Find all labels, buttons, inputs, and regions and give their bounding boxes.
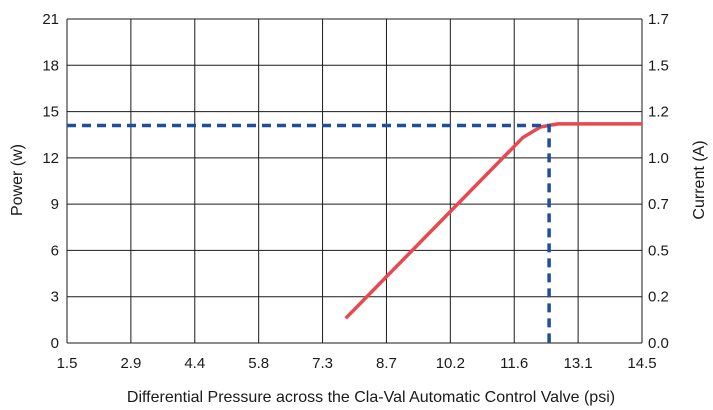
y-tick-label: 0: [51, 335, 59, 352]
grid: [66, 18, 643, 344]
power-curve-line: [344, 122, 642, 320]
y-tick-label: 15: [42, 104, 59, 121]
y2-tick-label: 1.2: [648, 104, 669, 121]
y2-tick-label: 1.7: [648, 11, 669, 28]
y-tick-label: 3: [51, 289, 59, 306]
series-group: [67, 122, 642, 343]
x-tick-label: 14.5: [627, 355, 656, 372]
x-tick-label: 11.6: [500, 355, 528, 372]
y-tick-label: 12: [42, 150, 59, 167]
x-tick-label: 8.7: [376, 355, 397, 372]
y2-axis-label: Current (A): [691, 140, 708, 219]
y2-tick-label: 0.0: [648, 335, 669, 352]
x-tick-label: 13.1: [564, 355, 593, 372]
x-tick-label: 10.2: [436, 355, 465, 372]
y2-tick-label: 0.5: [648, 242, 669, 259]
y-tick-label: 9: [51, 196, 59, 213]
x-tick-labels: 1.5 2.9 4.4 5.8 7.3 8.7 10.2 11.6 13.1 14.5: [57, 355, 657, 372]
y2-tick-labels: 0.0 0.2 0.5 0.7 1.0 1.2 1.5 1.7: [648, 11, 669, 352]
x-tick-label: 1.5: [57, 355, 78, 372]
y-tick-label: 6: [51, 242, 59, 259]
x-tick-label: 7.3: [312, 355, 333, 372]
y-tick-label: 21: [42, 11, 59, 28]
y-tick-label: 18: [42, 57, 59, 74]
y2-tick-label: 0.2: [648, 289, 669, 306]
x-axis-label: Differential Pressure across the Cla-Val…: [127, 389, 615, 406]
x-tick-label: 5.8: [248, 355, 269, 372]
x-tick-label: 2.9: [120, 355, 141, 372]
x-tick-label: 4.4: [184, 355, 205, 372]
y-tick-labels: 0 3 6 9 12 15 18 21: [42, 11, 59, 352]
y2-tick-label: 0.7: [648, 196, 669, 213]
y2-tick-label: 1.5: [648, 57, 669, 74]
reference-dashed-line: [67, 123, 551, 343]
y2-tick-label: 1.0: [648, 150, 669, 167]
y-axis-label: Power (w): [9, 144, 26, 216]
